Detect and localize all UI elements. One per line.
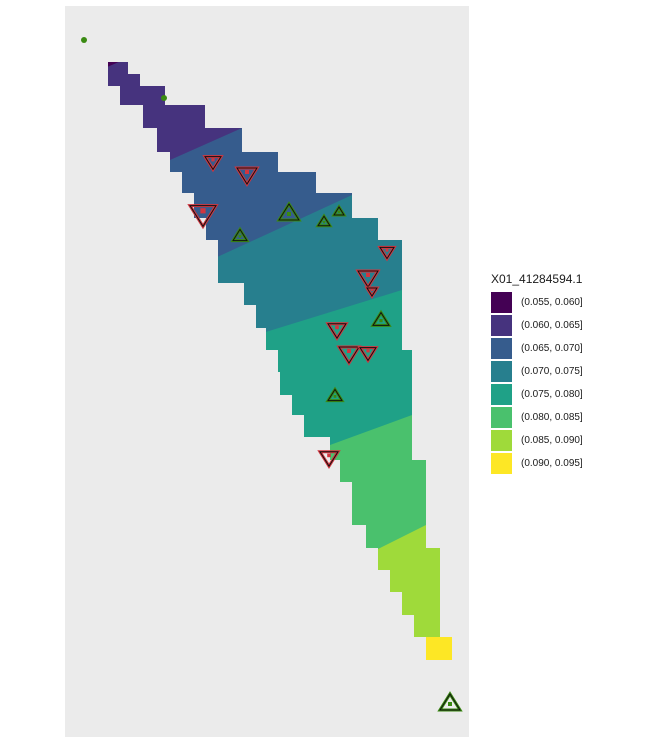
marker-center — [385, 248, 389, 252]
marker-center — [371, 289, 373, 291]
legend-item: (0.080, 0.085] — [491, 406, 583, 429]
marker-inner-outline — [317, 215, 331, 227]
marker-center — [333, 395, 337, 398]
legend-swatch — [491, 361, 512, 382]
legend-item: (0.070, 0.075] — [491, 360, 583, 383]
marker-inner-outline — [338, 346, 360, 364]
marker-inner-outline — [319, 451, 339, 468]
legend-swatch — [491, 453, 512, 474]
marker-inner-outline — [189, 205, 217, 228]
small-marker — [81, 37, 87, 43]
legend-label: (0.075, 0.080] — [521, 389, 583, 400]
legend-label: (0.070, 0.075] — [521, 366, 583, 377]
marker-inner-outline — [366, 287, 378, 297]
legend-swatch — [491, 430, 512, 451]
small-marker — [161, 95, 167, 101]
marker-inner-outline — [333, 206, 345, 216]
legend-item: (0.075, 0.080] — [491, 383, 583, 406]
marker-center — [287, 212, 291, 216]
legend-item: (0.065, 0.070] — [491, 337, 583, 360]
legend-swatch — [491, 338, 512, 359]
marker-center — [322, 221, 326, 224]
legend-title: X01_41284594.1 — [491, 272, 583, 286]
marker-center — [335, 325, 339, 330]
marker-inner-outline — [327, 323, 347, 340]
legend-label: (0.065, 0.070] — [521, 343, 583, 354]
marker-inner-outline — [204, 156, 222, 171]
marker-inner-outline — [379, 246, 395, 260]
marker-center — [211, 158, 215, 162]
marker-inner-outline — [357, 270, 379, 288]
marker-inner-outline — [359, 347, 377, 362]
legend-item: (0.085, 0.090] — [491, 429, 583, 452]
legend-swatch — [491, 292, 512, 313]
marker-center — [327, 453, 331, 458]
legend-swatch — [491, 384, 512, 405]
legend-label: (0.055, 0.060] — [521, 297, 583, 308]
marker-inner-outline — [236, 167, 258, 185]
marker-inner-outline — [232, 228, 248, 242]
marker-inner-outline — [278, 203, 300, 221]
marker-inner-outline — [372, 311, 390, 326]
value-band — [108, 62, 135, 70]
legend-swatch — [491, 407, 512, 428]
marker-center — [366, 349, 370, 353]
marker-inner-outline — [439, 693, 461, 711]
legend-item: (0.060, 0.065] — [491, 314, 583, 337]
marker-center — [238, 235, 242, 238]
legend-item: (0.055, 0.060] — [491, 291, 583, 314]
legend: X01_41284594.1 (0.055, 0.060] (0.060, 0.0… — [491, 272, 583, 475]
marker-center — [379, 319, 383, 323]
legend-label: (0.080, 0.085] — [521, 412, 583, 423]
marker-center — [347, 349, 351, 353]
legend-swatch — [491, 315, 512, 336]
marker-center — [338, 211, 340, 213]
legend-label: (0.090, 0.095] — [521, 458, 583, 469]
legend-item: (0.090, 0.095] — [491, 452, 583, 475]
marker-center — [448, 702, 452, 706]
marker-center — [366, 273, 370, 277]
legend-label: (0.085, 0.090] — [521, 435, 583, 446]
legend-label: (0.060, 0.065] — [521, 320, 583, 331]
marker-inner-outline — [327, 388, 343, 402]
marker-center — [245, 170, 249, 174]
marker-layer — [81, 37, 463, 712]
marker-center — [200, 208, 206, 214]
